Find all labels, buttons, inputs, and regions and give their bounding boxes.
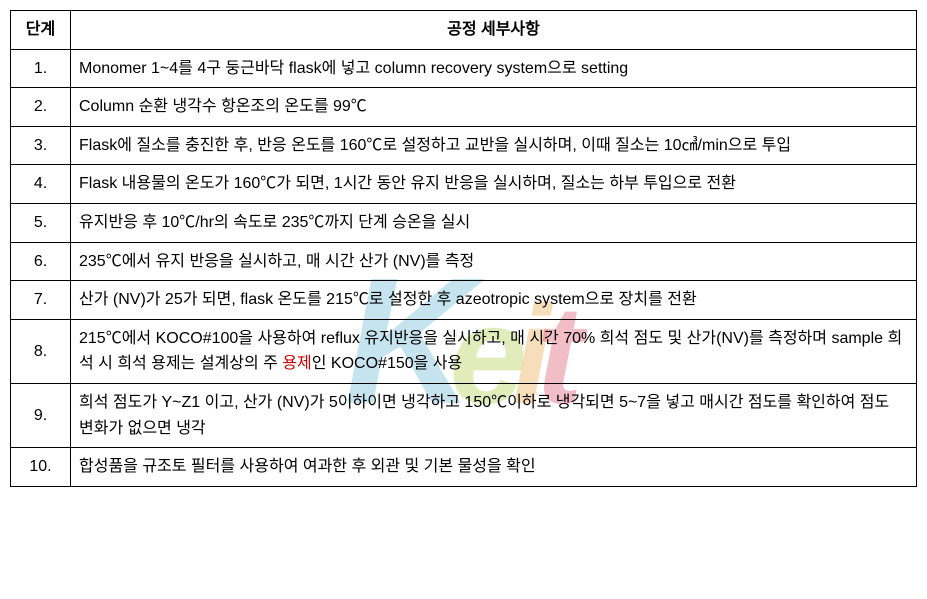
cell-step: 3.	[11, 126, 71, 165]
cell-detail: Flask에 질소를 충진한 후, 반응 온도를 160℃로 설정하고 교반을 …	[71, 126, 917, 165]
cell-step: 5.	[11, 203, 71, 242]
table-header-row: 단계 공정 세부사항	[11, 11, 917, 50]
table-row: 2.Column 순환 냉각수 항온조의 온도를 99℃	[11, 88, 917, 127]
table-row: 6.235℃에서 유지 반응을 실시하고, 매 시간 산가 (NV)를 측정	[11, 242, 917, 281]
cell-detail: Monomer 1~4를 4구 둥근바닥 flask에 넣고 column re…	[71, 49, 917, 88]
cell-detail: 유지반응 후 10℃/hr의 속도로 235℃까지 단계 승온을 실시	[71, 203, 917, 242]
cell-detail: Flask 내용물의 온도가 160℃가 되면, 1시간 동안 유지 반응을 실…	[71, 165, 917, 204]
process-table: 단계 공정 세부사항 1.Monomer 1~4를 4구 둥근바닥 flask에…	[10, 10, 917, 487]
cell-step: 1.	[11, 49, 71, 88]
cell-step: 2.	[11, 88, 71, 127]
cell-step: 9.	[11, 383, 71, 447]
table-row: 5.유지반응 후 10℃/hr의 속도로 235℃까지 단계 승온을 실시	[11, 203, 917, 242]
cell-step: 6.	[11, 242, 71, 281]
cell-detail: 235℃에서 유지 반응을 실시하고, 매 시간 산가 (NV)를 측정	[71, 242, 917, 281]
cell-step: 7.	[11, 281, 71, 320]
cell-detail: 산가 (NV)가 25가 되면, flask 온도를 215℃로 설정한 후 a…	[71, 281, 917, 320]
cell-detail: 합성품을 규조토 필터를 사용하여 여과한 후 외관 및 기본 물성을 확인	[71, 448, 917, 487]
cell-step: 8.	[11, 319, 71, 383]
cell-detail: 215℃에서 KOCO#100을 사용하여 reflux 유지반응을 실시하고,…	[71, 319, 917, 383]
cell-detail: 희석 점도가 Y~Z1 이고, 산가 (NV)가 5이하이면 냉각하고 150℃…	[71, 383, 917, 447]
cell-step: 10.	[11, 448, 71, 487]
highlighted-text: 용제	[282, 355, 311, 372]
detail-text: 215℃에서 KOCO#100을 사용하여 reflux 유지반응을 실시하고,…	[79, 330, 902, 373]
cell-detail: Column 순환 냉각수 항온조의 온도를 99℃	[71, 88, 917, 127]
detail-text: 인 KOCO#150을 사용	[312, 355, 462, 372]
table-row: 4.Flask 내용물의 온도가 160℃가 되면, 1시간 동안 유지 반응을…	[11, 165, 917, 204]
cell-step: 4.	[11, 165, 71, 204]
header-step: 단계	[11, 11, 71, 50]
header-detail: 공정 세부사항	[71, 11, 917, 50]
table-row: 1.Monomer 1~4를 4구 둥근바닥 flask에 넣고 column …	[11, 49, 917, 88]
table-row: 8.215℃에서 KOCO#100을 사용하여 reflux 유지반응을 실시하…	[11, 319, 917, 383]
table-row: 9.희석 점도가 Y~Z1 이고, 산가 (NV)가 5이하이면 냉각하고 15…	[11, 383, 917, 447]
table-row: 7.산가 (NV)가 25가 되면, flask 온도를 215℃로 설정한 후…	[11, 281, 917, 320]
table-row: 10.합성품을 규조토 필터를 사용하여 여과한 후 외관 및 기본 물성을 확…	[11, 448, 917, 487]
table-row: 3.Flask에 질소를 충진한 후, 반응 온도를 160℃로 설정하고 교반…	[11, 126, 917, 165]
